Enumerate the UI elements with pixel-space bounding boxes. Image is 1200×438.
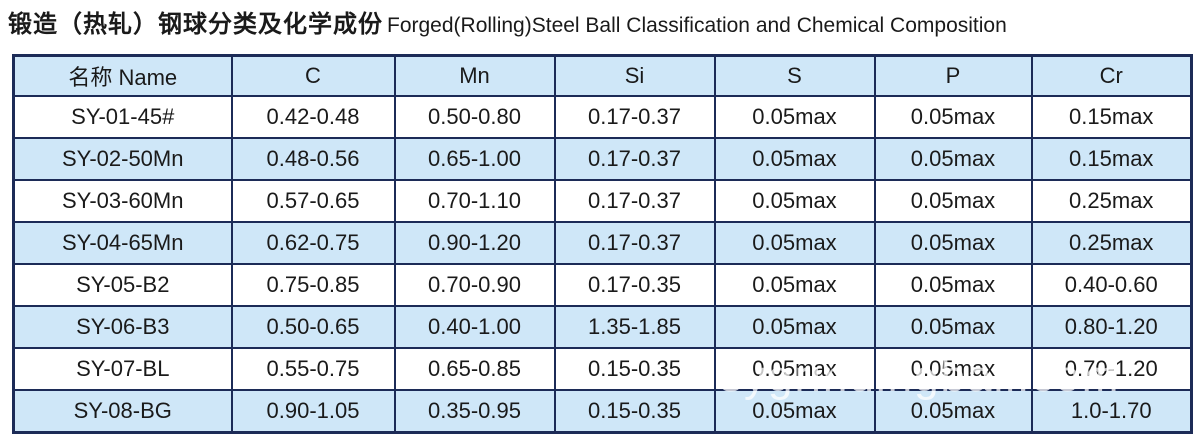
value-cell: 0.05max [713, 389, 876, 434]
table-row: SY-07-BL 0.55-0.75 0.65-0.85 0.15-0.35 0.05m… [12, 347, 1193, 391]
title: 锻造（热轧）钢球分类及化学成份 Forged(Rolling)Steel Ball… [8, 8, 1007, 42]
value-cell: 0.40-1.00 [393, 305, 556, 349]
value-cell: 0.17-0.37 [553, 179, 716, 223]
table-row: SY-08-BG 0.90-1.05 0.35-0.95 0.15-0.35 0.05m… [12, 389, 1193, 434]
name-cell: SY-01-45# [12, 95, 233, 139]
header-row: 名称 Name C Mn Si S P Cr [12, 54, 1193, 97]
name-cell: SY-08-BG [12, 389, 233, 434]
value-cell: 0.05max [713, 347, 876, 391]
value-cell: 0.15-0.35 [553, 347, 716, 391]
name-cell: SY-06-B3 [12, 305, 233, 349]
table-row: SY-04-65Mn 0.62-0.75 0.90-1.20 0.17-0.37 0.0… [12, 221, 1193, 265]
value-cell: 0.05max [873, 263, 1033, 307]
name-cell: SY-02-50Mn [12, 137, 233, 181]
value-cell: 0.80-1.20 [1030, 305, 1193, 349]
value-cell: 0.35-0.95 [393, 389, 556, 434]
column-header: Mn [393, 54, 556, 97]
column-header: P [873, 54, 1033, 97]
table-row: SY-03-60Mn 0.57-0.65 0.70-1.10 0.17-0.37 0.0… [12, 179, 1193, 223]
name-cell: SY-07-BL [12, 347, 233, 391]
value-cell: 0.40-0.60 [1030, 263, 1193, 307]
name-cell: SY-04-65Mn [12, 221, 233, 265]
value-cell: 0.70-1.10 [393, 179, 556, 223]
column-header: C [230, 54, 396, 97]
value-cell: 0.17-0.35 [553, 263, 716, 307]
value-cell: 0.05max [713, 95, 876, 139]
value-cell: 0.05max [873, 179, 1033, 223]
name-cell: SY-05-B2 [12, 263, 233, 307]
value-cell: 0.62-0.75 [230, 221, 396, 265]
value-cell: 0.05max [713, 179, 876, 223]
table-row: SY-06-B3 0.50-0.65 0.40-1.00 1.35-1.85 0.05m… [12, 305, 1193, 349]
column-header: Cr [1030, 54, 1193, 97]
table-row: SY-02-50Mn 0.48-0.56 0.65-1.00 0.17-0.37 0.0… [12, 137, 1193, 181]
value-cell: 0.05max [713, 263, 876, 307]
value-cell: 0.15max [1030, 95, 1193, 139]
value-cell: 0.65-0.85 [393, 347, 556, 391]
table-row: SY-01-45# 0.42-0.48 0.50-0.80 0.17-0.37 0.05… [12, 95, 1193, 139]
column-header: Si [553, 54, 716, 97]
value-cell: 0.50-0.80 [393, 95, 556, 139]
value-cell: 0.25max [1030, 179, 1193, 223]
value-cell: 0.42-0.48 [230, 95, 396, 139]
value-cell: 0.55-0.75 [230, 347, 396, 391]
value-cell: 0.15max [1030, 137, 1193, 181]
value-cell: 0.05max [873, 95, 1033, 139]
value-cell: 0.05max [713, 305, 876, 349]
value-cell: 0.57-0.65 [230, 179, 396, 223]
value-cell: 0.15-0.35 [553, 389, 716, 434]
value-cell: 0.05max [873, 305, 1033, 349]
value-cell: 0.65-1.00 [393, 137, 556, 181]
name-cell: SY-03-60Mn [12, 179, 233, 223]
value-cell: 1.35-1.85 [553, 305, 716, 349]
title-en: Forged(Rolling)Steel Ball Classification… [387, 14, 1007, 37]
value-cell: 0.50-0.65 [230, 305, 396, 349]
value-cell: 0.25max [1030, 221, 1193, 265]
value-cell: 0.75-0.85 [230, 263, 396, 307]
value-cell: 0.70-0.90 [393, 263, 556, 307]
value-cell: 0.05max [873, 221, 1033, 265]
value-cell: 0.48-0.56 [230, 137, 396, 181]
composition-table: 名称 Name C Mn Si S P Cr SY-01-45# 0.42-0.48 0.50-… [12, 54, 1193, 434]
value-cell: 0.05max [873, 347, 1033, 391]
title-cn: 锻造（热轧）钢球分类及化学成份 [8, 11, 383, 38]
value-cell: 0.90-1.05 [230, 389, 396, 434]
value-cell: 0.17-0.37 [553, 95, 716, 139]
column-header: 名称 Name [12, 54, 233, 97]
value-cell: 0.05max [873, 389, 1033, 434]
value-cell: 0.70-1.20 [1030, 347, 1193, 391]
value-cell: 1.0-1.70 [1030, 389, 1193, 434]
value-cell: 0.17-0.37 [553, 221, 716, 265]
table-row: SY-05-B2 0.75-0.85 0.70-0.90 0.17-0.35 0.05m… [12, 263, 1193, 307]
value-cell: 0.90-1.20 [393, 221, 556, 265]
value-cell: 0.05max [713, 137, 876, 181]
value-cell: 0.17-0.37 [553, 137, 716, 181]
value-cell: 0.05max [873, 137, 1033, 181]
column-header: S [713, 54, 876, 97]
value-cell: 0.05max [713, 221, 876, 265]
